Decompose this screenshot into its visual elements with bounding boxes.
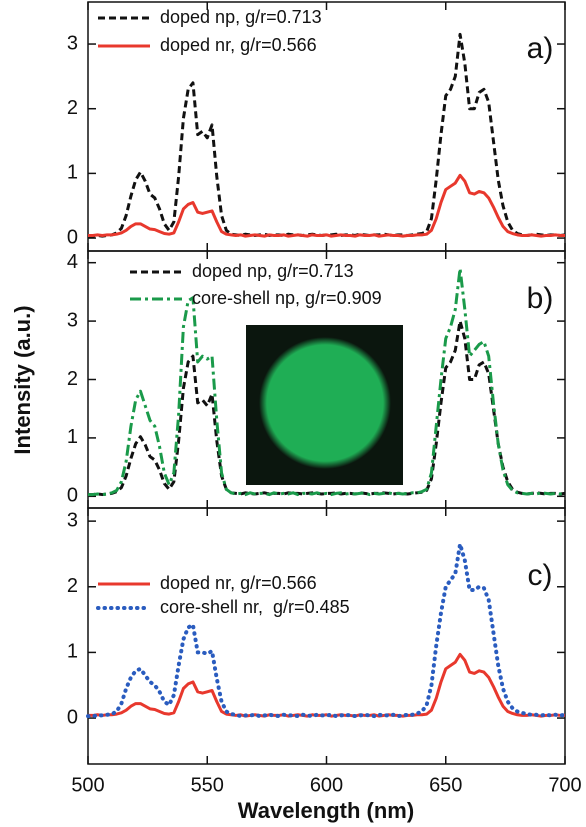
- y-tick-label: 2: [67, 575, 78, 597]
- y-tick-label: 0: [67, 485, 78, 507]
- x-tick-label: 600: [310, 774, 343, 796]
- plots: 0 1 2 3 doped np, g/r=0.713 doped nr, g/r=0.5…: [67, 1, 582, 796]
- legend-label: doped nr, g/r=0.566: [160, 573, 317, 593]
- y-tick-label: 3: [67, 509, 78, 531]
- legend-label: core-shell np, g/r=0.909: [192, 288, 382, 308]
- y-tick-label: 0: [67, 226, 78, 248]
- y-tick-label: 0: [67, 706, 78, 728]
- plot-frame: [87, 507, 566, 765]
- spectrum-line: [88, 32, 566, 238]
- y-tick-label: 2: [67, 368, 78, 390]
- legend-label: doped np, g/r=0.713: [160, 7, 322, 27]
- y-tick-label: 3: [67, 32, 78, 54]
- x-tick-label: 650: [429, 774, 462, 796]
- y-tick-label: 1: [67, 641, 78, 663]
- y-tick-label: 1: [67, 426, 78, 448]
- inset-image: [246, 325, 403, 485]
- spectrum-line: [88, 173, 565, 238]
- x-axis-title: Wavelength (nm): [238, 798, 414, 823]
- x-tick-label: 550: [191, 774, 224, 796]
- panel-label: c): [528, 559, 553, 592]
- y-tick-label: 1: [67, 162, 78, 184]
- panel-label: a): [527, 32, 554, 65]
- x-tick-label: 500: [71, 774, 104, 796]
- spectrum-line: [88, 319, 566, 497]
- legend-label: core-shell nr, g/r=0.485: [160, 597, 350, 617]
- y-axis-title: Intensity (a.u.): [10, 305, 35, 454]
- y-tick-label: 3: [67, 309, 78, 331]
- inset-particle: [259, 337, 391, 469]
- panel-label: b): [527, 282, 554, 315]
- spectrum-line: [86, 542, 567, 719]
- spectrum-line: [88, 267, 566, 497]
- y-tick-label: 2: [67, 97, 78, 119]
- legend-label: doped np, g/r=0.713: [192, 261, 354, 281]
- spectrum-line: [88, 652, 565, 718]
- legend-label: doped nr, g/r=0.566: [160, 35, 317, 55]
- y-tick-label: 4: [67, 251, 78, 273]
- x-tick-label: 700: [548, 774, 581, 796]
